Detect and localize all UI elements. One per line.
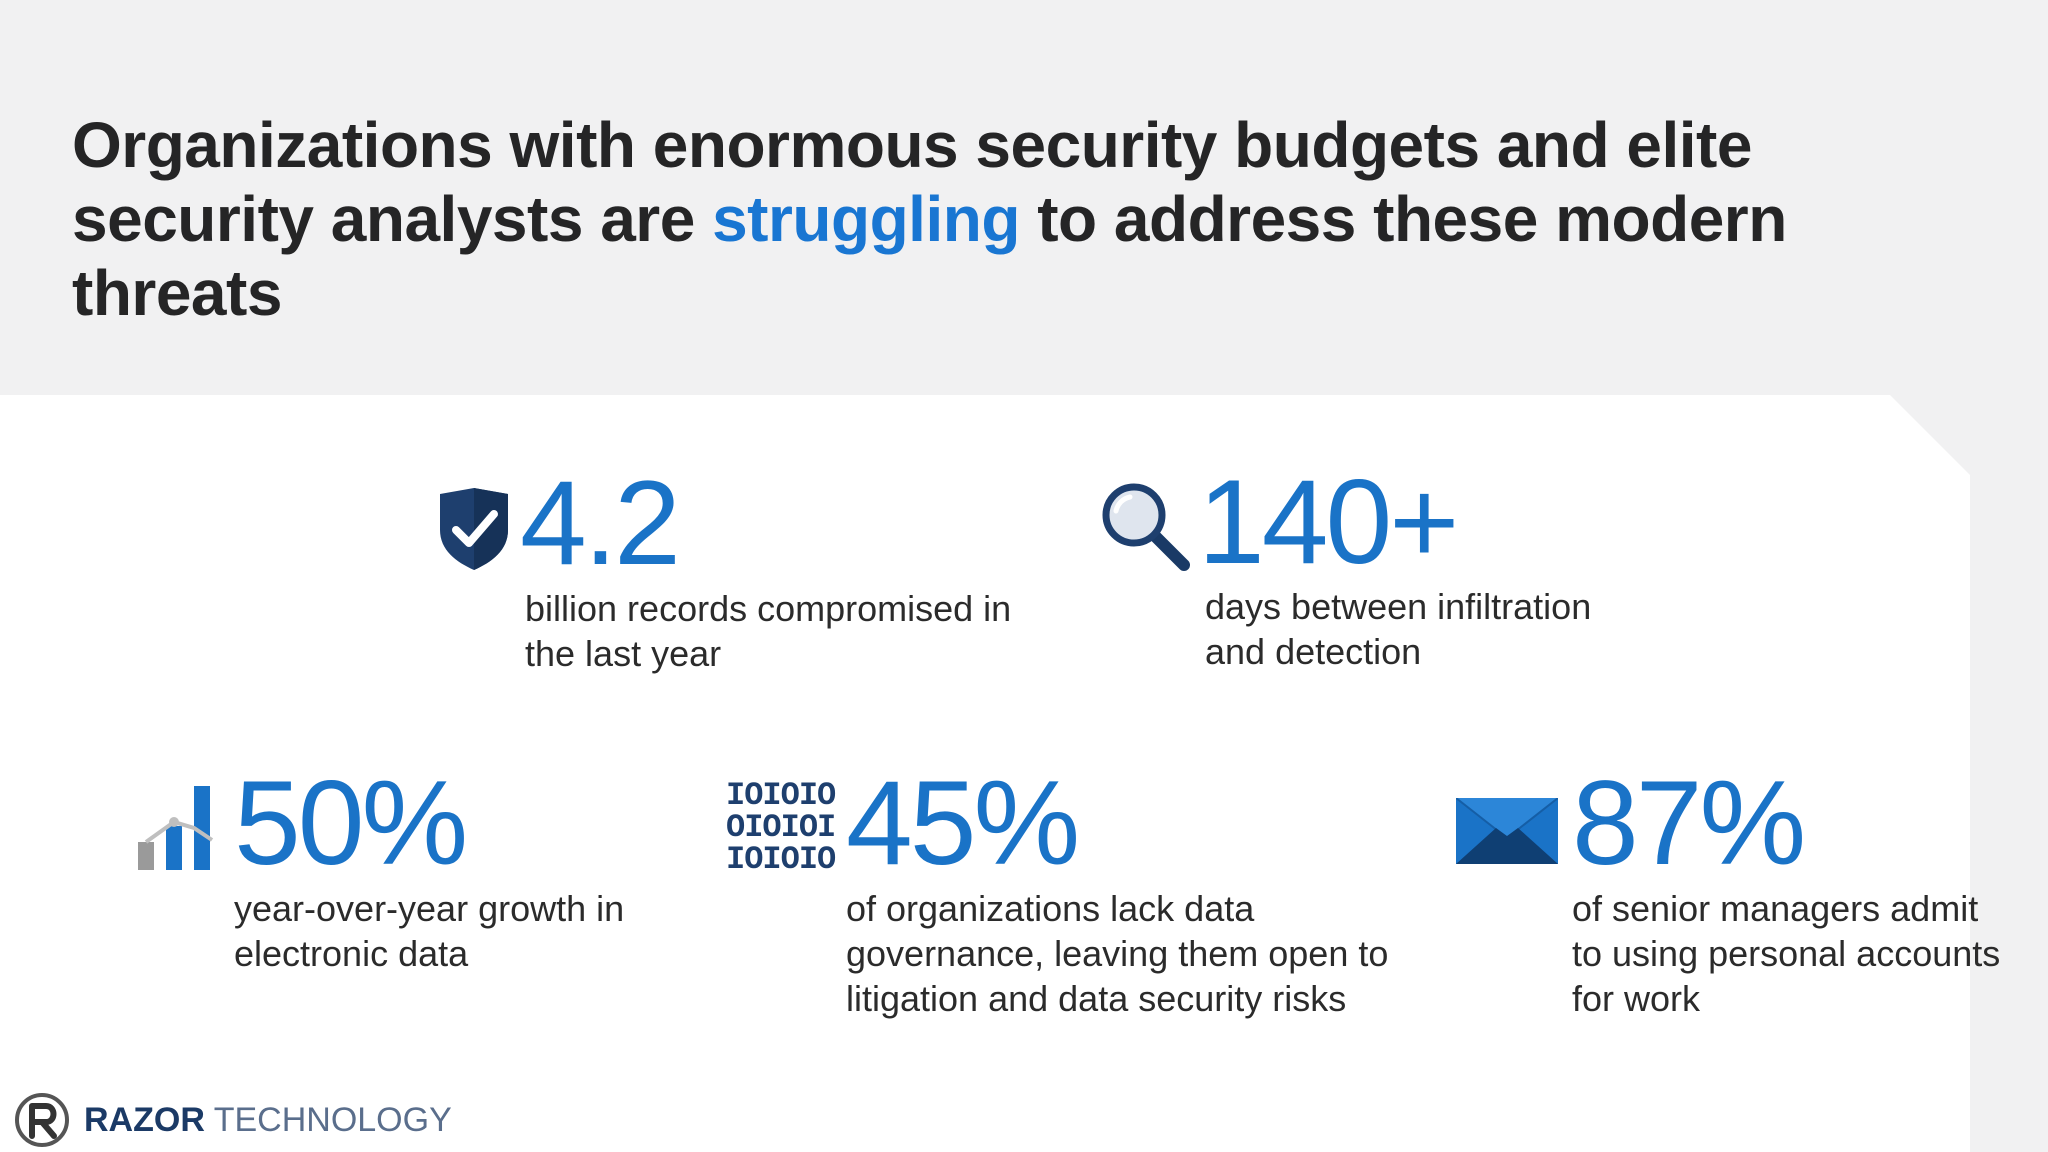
razor-logo-mark [15,1093,69,1147]
binary-data-icon: IOIOIO OIOIOI IOIOIO [726,780,836,876]
stat-description: of organizations lack data governance, l… [846,888,1389,1019]
binary-row: IOIOIO [726,841,836,878]
stat-description: of senior managers admit to using person… [1572,888,2001,1019]
bar-chart-icon [138,786,214,870]
stat-value: 4.2 [520,456,681,590]
stat-value: 45% [846,756,1080,890]
page-title: Organizations with enormous security bud… [72,108,1972,330]
headline-part2: to address these modern threats [72,183,1787,329]
stat-value: 87% [1572,756,1806,890]
envelope-icon [1456,798,1558,864]
stat-value: 50% [234,756,468,890]
stat-value: 140+ [1198,455,1459,589]
stat-description: days between infiltration and detection [1205,586,1592,672]
callout-tail [1890,395,1970,475]
magnifier-icon [1102,483,1190,571]
brand-name: RAZOR TECHNOLOGY [84,1100,452,1140]
headline-accent: struggling [712,183,1020,255]
binary-row: OIOIOI [726,809,836,846]
stat-description: billion records compromised in the last … [525,588,1012,674]
brand-bold: RAZOR [84,1101,205,1139]
brand-logo: RAZOR TECHNOLOGY [14,1088,494,1148]
stat-description: year-over-year growth in electronic data [234,888,625,974]
header-band [0,0,2048,395]
brand-light: TECHNOLOGY [204,1101,452,1139]
shield-check-icon [440,488,508,570]
binary-row: IOIOIO [726,777,836,814]
side-strip [1970,395,2048,1152]
headline-part1: Organizations with enormous security bud… [72,109,1752,255]
